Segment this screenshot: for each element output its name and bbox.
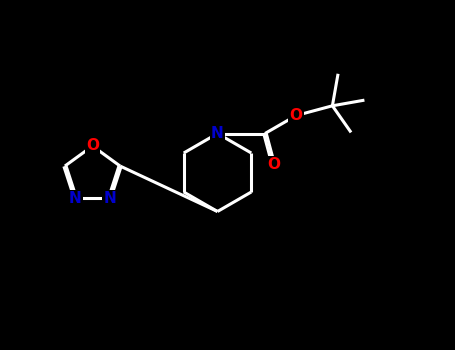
Text: N: N (211, 126, 224, 141)
Text: O: O (267, 158, 280, 173)
Text: N: N (69, 191, 82, 206)
Text: N: N (103, 191, 116, 206)
Text: O: O (290, 108, 303, 123)
Text: O: O (86, 139, 99, 154)
